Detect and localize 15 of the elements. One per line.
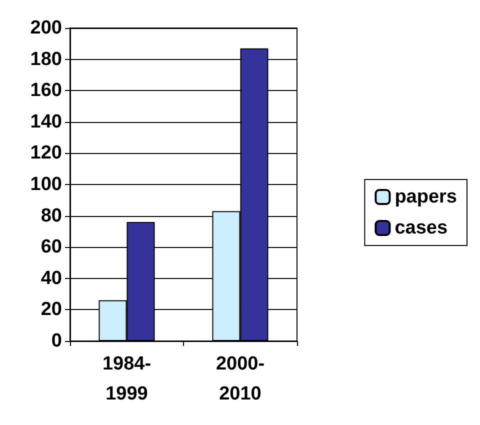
y-tick-label: 20: [40, 299, 62, 320]
y-tick-label: 120: [30, 142, 62, 164]
y-tick-label: 180: [30, 48, 62, 70]
y-tick-label: 160: [30, 80, 62, 102]
y-tick-label: 200: [30, 18, 62, 38]
x-tick-label: 2000-2010: [216, 354, 265, 404]
y-tick-label: 100: [30, 174, 62, 195]
y-tick-label: 40: [40, 268, 62, 289]
legend-label: cases: [394, 218, 448, 238]
y-tick-label: 140: [30, 111, 62, 132]
y-tick-label: 80: [40, 205, 62, 226]
y-tick-label: 0: [51, 330, 62, 352]
y-tick-label: 60: [40, 236, 62, 258]
legend-label: papers: [394, 186, 458, 208]
x-tick-label: 1984-1999: [102, 354, 152, 404]
